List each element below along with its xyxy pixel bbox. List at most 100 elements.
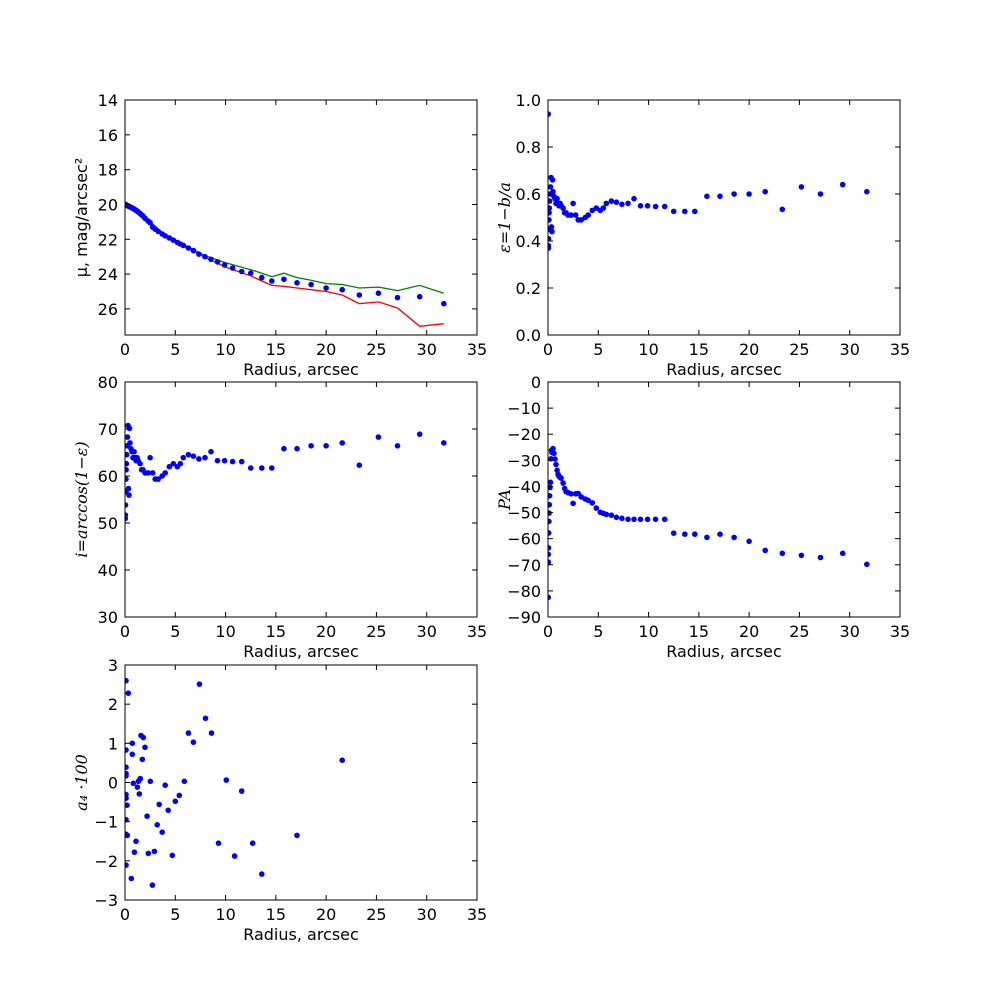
data-point <box>339 286 346 293</box>
x-axis-label: Radius, arcsec <box>243 642 359 661</box>
data-point <box>231 853 238 859</box>
data-point <box>133 838 139 845</box>
data-point <box>170 460 177 467</box>
data-point <box>172 798 179 805</box>
y-tick-label: 60 <box>98 467 118 486</box>
data-point <box>247 270 254 277</box>
y-tick-label: 3 <box>108 656 118 675</box>
data-point <box>631 516 637 523</box>
data-point <box>339 757 346 763</box>
data-point <box>190 453 197 460</box>
x-tick-label: 30 <box>417 622 437 641</box>
data-point <box>619 515 625 522</box>
x-tick-label: 10 <box>215 622 235 641</box>
data-point <box>704 193 710 200</box>
y-axis-label: PA <box>495 489 514 511</box>
data-point <box>155 476 161 482</box>
data-point <box>548 235 552 242</box>
data-point <box>142 744 148 751</box>
y-tick-label: 0 <box>108 774 118 793</box>
data-point <box>631 195 637 202</box>
x-tick-label: 25 <box>366 622 386 641</box>
data-point <box>704 534 710 541</box>
data-point <box>548 184 554 190</box>
data-point <box>548 210 552 216</box>
data-point <box>181 778 188 785</box>
x-tick-label: 10 <box>638 622 658 641</box>
data-point <box>560 480 566 486</box>
data-point <box>180 454 187 461</box>
subplot-inclination: 0 5 10 15 20 25 30 35 30 40 50 60 70 80 Radius, arcsec… <box>72 373 487 661</box>
x-tick-label: 0 <box>120 340 130 359</box>
data-point <box>548 594 551 601</box>
data-point <box>670 208 677 215</box>
data-point <box>125 832 131 839</box>
data-point <box>259 274 265 281</box>
data-point <box>585 212 591 218</box>
data-point <box>548 518 552 525</box>
data-point <box>692 531 698 537</box>
data-point <box>145 470 151 476</box>
data-point <box>548 510 552 516</box>
x-tick-label: 35 <box>890 340 910 359</box>
y-tick-label: −70 <box>507 556 541 575</box>
data-point <box>585 497 591 504</box>
data-point <box>177 460 184 467</box>
y-tick-label: 70 <box>98 420 118 439</box>
x-tick-label: 15 <box>266 905 286 924</box>
data-point <box>223 777 230 783</box>
data-point <box>644 516 651 523</box>
x-tick-label: 5 <box>170 340 180 359</box>
x-tick-label: 0 <box>543 340 553 359</box>
y-tick-label: 0.2 <box>516 279 541 298</box>
y-axis-label: a₄ ·100 <box>72 754 91 811</box>
x-tick-label: 35 <box>467 340 487 359</box>
x-tick-label: 35 <box>890 622 910 641</box>
data-point <box>589 500 596 506</box>
x-tick-label: 25 <box>789 340 809 359</box>
data-point <box>603 511 610 518</box>
subplot-ellipticity: 0 5 10 15 20 25 30 35 0.0 0.2 0.4 0.6 0.8 1.0 Radius, … <box>495 91 910 379</box>
data-point <box>215 840 222 846</box>
plot-content <box>548 445 870 601</box>
data-point <box>613 199 620 205</box>
x-tick-label: 20 <box>739 622 759 641</box>
x-tick-label: 25 <box>366 905 386 924</box>
plot-area <box>125 100 477 335</box>
subplot-position-angle: 0 5 10 15 20 25 30 35 −90 −80 −70 −60 −50 −40 −30 −20 −1… <box>495 373 910 661</box>
y-tick-label: 18 <box>98 161 118 180</box>
data-point <box>798 184 805 190</box>
data-point <box>548 551 552 558</box>
data-point <box>165 807 171 814</box>
data-point <box>762 188 768 195</box>
x-tick-label: 30 <box>840 622 860 641</box>
y-tick-label: 0.8 <box>516 138 541 157</box>
data-point <box>779 550 786 557</box>
data-point <box>839 181 846 188</box>
data-point <box>568 212 574 218</box>
y-tick-label: 22 <box>98 230 118 249</box>
axes-frame <box>124 381 478 618</box>
data-point <box>259 465 265 471</box>
y-tick-label: 2 <box>108 695 118 714</box>
data-point <box>441 300 447 307</box>
data-point <box>128 875 135 882</box>
data-point <box>125 677 129 684</box>
y-tick-label: 80 <box>98 373 118 392</box>
data-point <box>661 203 668 210</box>
data-point <box>125 460 130 467</box>
data-point <box>190 739 197 745</box>
data-point <box>568 491 574 497</box>
data-point <box>131 849 138 855</box>
data-point <box>441 440 447 446</box>
y-tick-label: 26 <box>98 300 118 319</box>
y-tick-label: −10 <box>507 399 541 418</box>
x-axis-label: Radius, arcsec <box>666 642 782 661</box>
x-tick-label: 5 <box>170 905 180 924</box>
data-point <box>144 813 150 819</box>
x-tick-label: 30 <box>417 340 437 359</box>
y-tick-label: 1.0 <box>516 91 541 110</box>
y-tick-label: 50 <box>98 514 118 533</box>
data-point <box>416 293 423 300</box>
plot-content <box>548 111 870 251</box>
